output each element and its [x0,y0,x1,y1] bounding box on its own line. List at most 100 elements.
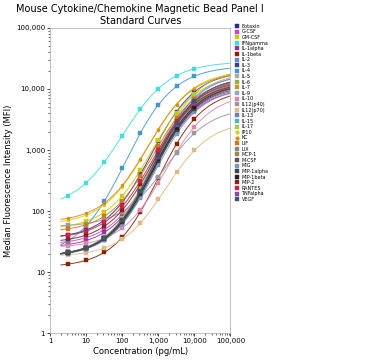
IL-5 [138,187,143,191]
IL-10 [66,244,70,248]
IL12(p70) [138,221,143,225]
IL-15 [138,189,143,193]
IL-10 [102,236,106,240]
Line: IL-7: IL-7 [67,104,196,254]
IL-1alpha [138,190,143,194]
KC [138,157,143,161]
IL-4 [138,131,143,135]
IL-13 [120,217,124,221]
Eotaxin [174,109,179,114]
Line: IL-9: IL-9 [67,106,196,254]
IL-10 [84,241,88,246]
IL-9 [102,237,106,241]
MIP-2 [192,102,196,106]
IL-1alpha [102,230,106,234]
IL-1alpha [66,242,70,247]
IL-1beta [138,210,143,214]
Line: IL-5: IL-5 [67,96,196,254]
IL-13 [66,250,70,255]
IL12(p70) [66,253,70,257]
IL-17 [102,235,106,239]
GM-CSF [84,219,88,224]
KC [156,127,160,132]
IL-7 [192,104,196,108]
MIP-1beta [156,157,160,162]
IL-3 [102,236,106,240]
MIG [120,222,124,226]
IL-17 [156,149,160,153]
IL-5 [174,118,179,122]
IL-4 [84,224,88,228]
IL-5 [102,235,106,239]
IFNgamma [156,86,160,91]
GM-CSF [192,93,196,97]
LIF [102,214,106,219]
IL-4 [66,238,70,243]
IL-13 [102,235,106,240]
IL-3 [66,250,70,255]
LIX [102,236,106,240]
Eotaxin [138,172,143,176]
GM-CSF [156,138,160,142]
G-CSF [156,157,160,162]
IFNgamma [192,67,196,71]
MIP-1beta [66,251,70,255]
M-CSF [192,106,196,111]
IP10 [102,203,106,207]
MIP-1beta [102,236,106,240]
RANTES [138,179,143,183]
G-CSF [138,188,143,192]
IL-15 [156,154,160,158]
IL12(p40) [138,195,143,199]
IL-2 [120,221,124,225]
IL-4 [174,84,179,89]
IL-9 [84,246,88,250]
MIP-1beta [120,219,124,223]
IL-15 [120,218,124,222]
MCP-1 [192,102,196,107]
MIP-1beta [84,246,88,250]
LIX [192,104,196,108]
IL-6 [66,250,70,255]
MIG [174,132,179,136]
IL-9 [66,251,70,255]
IL-4 [192,74,196,78]
IL-1alpha [84,238,88,243]
IL-1beta [120,235,124,239]
IL12(p70) [120,237,124,241]
MIP-2 [138,182,143,186]
KC [84,211,88,215]
KC [66,216,70,220]
IL-1alpha [174,130,179,134]
MIP-2 [66,237,70,242]
Line: IL-1alpha: IL-1alpha [67,110,196,246]
VEGF [120,218,124,222]
VEGF [174,121,179,125]
IL12(p70) [84,251,88,255]
Line: GM-CSF: GM-CSF [67,93,196,227]
IL-3 [84,246,88,250]
TNFalpha [156,154,160,159]
IL-5 [192,95,196,99]
IL12(p40) [84,221,88,226]
GM-CSF [174,111,179,115]
IL-3 [192,99,196,103]
IL-5 [66,250,70,255]
IL-1alpha [192,109,196,113]
IL-6 [138,189,143,194]
Line: LIX: LIX [67,104,196,254]
M-CSF [120,221,124,225]
IL-17 [84,245,88,249]
Eotaxin [156,139,160,144]
RANTES [120,204,124,209]
IL12(p40) [156,175,160,179]
MCP-1 [120,219,124,223]
IL-9 [174,127,179,131]
LIX [156,157,160,161]
IL-4 [156,103,160,107]
IL-5 [120,217,124,221]
Line: MIG: MIG [67,111,196,255]
IL-10 [174,150,179,154]
MIP-1beta [138,191,143,195]
Line: IL-6: IL-6 [67,101,196,254]
